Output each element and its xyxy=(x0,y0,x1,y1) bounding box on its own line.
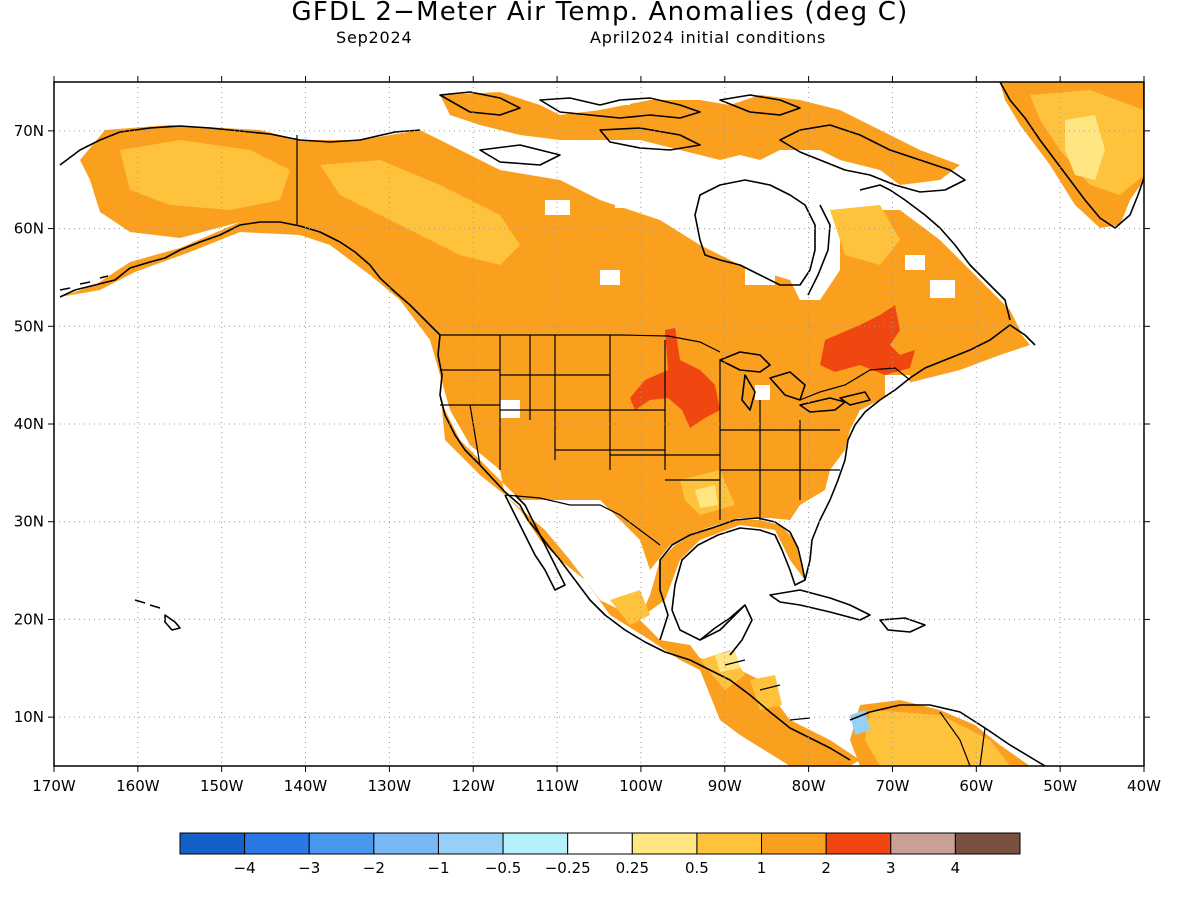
upper-midwest-hotspot xyxy=(630,328,720,428)
hudson-bay-east xyxy=(807,204,831,296)
plot-area xyxy=(54,82,1144,766)
south-america-borders xyxy=(939,711,986,766)
colorbar-swatch xyxy=(631,832,698,855)
colorbar-swatch xyxy=(567,832,633,855)
lon-tick-label: 90W xyxy=(708,777,742,795)
colorbar-label: 2 xyxy=(821,859,831,877)
colorbar-label: −2 xyxy=(363,859,385,877)
gulf-coast xyxy=(659,517,806,641)
lon-tick-label: 170W xyxy=(32,777,76,795)
tick-marks xyxy=(48,76,1150,772)
labrador-quebec-coast xyxy=(859,184,1011,321)
lon-tick-label: 60W xyxy=(959,777,993,795)
lat-tick-label: 20N xyxy=(14,610,44,628)
colorbar-swatch xyxy=(373,832,439,855)
coastlines xyxy=(59,82,1144,766)
colorbar-swatch xyxy=(502,832,569,855)
lat-tick-label: 30N xyxy=(14,513,44,531)
great-lakes xyxy=(719,351,871,413)
lat-tick-label: 40N xyxy=(14,415,44,433)
colorbar-label: −1 xyxy=(427,859,449,877)
lon-tick-label: 110W xyxy=(535,777,579,795)
alaska-west-coast xyxy=(59,221,441,336)
lon-tick-label: 120W xyxy=(451,777,495,795)
mexico-pacific-coast xyxy=(559,559,851,761)
latitude-labels: 70N 60N 50N 40N 30N 20N 10N xyxy=(14,122,44,726)
colorbar-label: −3 xyxy=(298,859,320,877)
colorbar-swatch xyxy=(696,832,763,855)
colorbar-swatch xyxy=(890,832,956,855)
yucatan xyxy=(699,604,753,656)
lon-tick-label: 140W xyxy=(284,777,328,795)
colorbar xyxy=(179,832,1021,855)
lon-tick-label: 100W xyxy=(619,777,663,795)
strong-anomaly-patches xyxy=(630,305,915,428)
colorbar-swatch xyxy=(437,832,504,855)
alaska-north-coast xyxy=(59,125,421,166)
south-america-coast xyxy=(849,704,1046,766)
lon-tick-label: 80W xyxy=(792,777,826,795)
arctic-islands xyxy=(439,91,801,166)
lon-tick-label: 130W xyxy=(368,777,412,795)
colorbar-swatch xyxy=(825,832,892,855)
map-title: GFDL 2−Meter Air Temp. Anomalies (deg C) xyxy=(291,0,909,27)
initial-conditions: April2024 initial conditions xyxy=(590,28,827,47)
cuba xyxy=(769,589,871,621)
hispaniola xyxy=(879,617,926,633)
aleutians xyxy=(59,275,109,291)
hawaii xyxy=(134,599,181,631)
lon-tick-label: 70W xyxy=(876,777,910,795)
colorbar-label: 0.25 xyxy=(616,859,649,877)
greenland xyxy=(999,82,1144,229)
colorbar-labels: −4 −3 −2 −1 −0.5 −0.25 0.25 0.5 1 2 3 4 xyxy=(234,859,961,877)
colorbar-label: −0.25 xyxy=(545,859,591,877)
us-mexico-border xyxy=(504,494,661,546)
colorbar-label: −4 xyxy=(234,859,256,877)
central-america-borders xyxy=(724,659,811,721)
us-state-lines xyxy=(440,335,840,520)
lat-tick-label: 10N xyxy=(14,708,44,726)
colorbar-label: 1 xyxy=(757,859,767,877)
colorbar-label: 4 xyxy=(951,859,961,877)
quebec-hotspot xyxy=(820,305,915,375)
hudson-bay xyxy=(694,179,816,286)
colorbar-label: 0.5 xyxy=(685,859,709,877)
lon-tick-label: 40W xyxy=(1127,777,1161,795)
colorbar-label: 3 xyxy=(886,859,896,877)
lat-tick-label: 60N xyxy=(14,220,44,238)
colorbar-label: −0.5 xyxy=(485,859,521,877)
lat-tick-label: 50N xyxy=(14,317,44,335)
colorbar-swatch xyxy=(761,832,827,855)
colorbar-swatch xyxy=(179,832,246,855)
longitude-labels: 170W 160W 150W 140W 130W 120W 110W 100W 90W 80W 70… xyxy=(32,777,1161,795)
colorbar-swatch xyxy=(954,832,1021,855)
forecast-month: Sep2024 xyxy=(336,28,413,47)
lon-tick-label: 50W xyxy=(1043,777,1077,795)
cool-anomaly-patch xyxy=(850,710,870,735)
colorbar-swatch xyxy=(244,832,310,855)
us-east-coast xyxy=(804,324,1036,581)
lat-lon-grid xyxy=(54,82,1144,766)
political-borders xyxy=(296,135,986,766)
lon-tick-label: 150W xyxy=(200,777,244,795)
baja-california xyxy=(504,494,566,591)
colorbar-swatch xyxy=(308,832,375,855)
lat-tick-label: 70N xyxy=(14,122,44,140)
baffin-island xyxy=(779,124,966,193)
lon-tick-label: 160W xyxy=(116,777,160,795)
